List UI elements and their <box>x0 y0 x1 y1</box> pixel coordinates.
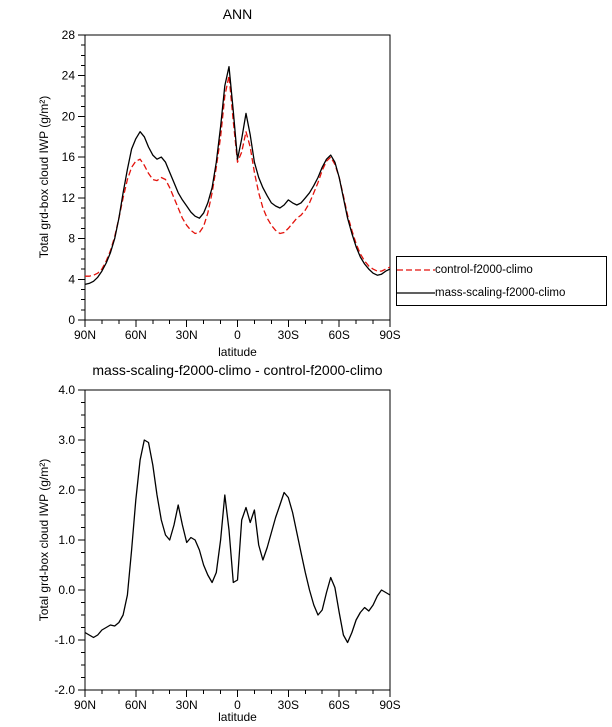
x-tick-label: 60N <box>125 328 147 342</box>
y-tick-label: 0.0 <box>58 583 75 597</box>
x-tick-label: 90N <box>74 698 96 712</box>
y-tick-label: 1.0 <box>58 533 75 547</box>
legend-label-control: control-f2000-climo <box>435 263 533 276</box>
x-tick-label: 30N <box>176 698 198 712</box>
series-line-control-f2000-climo <box>85 75 391 277</box>
y-tick-label: 24 <box>62 69 76 83</box>
legend-line-sample-control <box>397 268 435 271</box>
y-tick-label: 20 <box>62 109 76 123</box>
legend-line-sample-mass-scaling <box>397 291 435 294</box>
y-tick-label: 8 <box>68 232 75 246</box>
series-line-mass-scaling-f2000-climo <box>84 65 391 286</box>
x-tick-label: 60N <box>125 698 147 712</box>
y-tick-label: -1.0 <box>54 633 75 647</box>
x-tick-label: 30S <box>278 698 299 712</box>
plot-frame <box>84 389 391 691</box>
plot-frame <box>84 34 391 321</box>
series-line-difference <box>84 439 391 644</box>
bottom-chart-canvas: -2.0 -1.0 0.0 1.0 2.0 3.0 4.0 90N 60N 30N 0 30S 60S 9… <box>54 383 400 712</box>
legend-box: control-f2000-climo mass-scaling-f2000-c… <box>396 256 607 306</box>
y-tick-label: 0 <box>68 313 75 327</box>
legend-entry-mass-scaling: mass-scaling-f2000-climo <box>397 281 606 304</box>
y-tick-label: 28 <box>62 28 76 42</box>
x-tick-label: 0 <box>234 328 241 342</box>
x-tick-label: 60S <box>328 698 349 712</box>
y-tick-label: 16 <box>62 150 76 164</box>
x-tick-label: 30S <box>278 328 299 342</box>
y-tick-label: -2.0 <box>54 683 75 697</box>
legend-entry-control: control-f2000-climo <box>397 258 606 281</box>
x-tick-label: 90S <box>379 698 400 712</box>
y-tick-label: 4 <box>68 272 75 286</box>
x-tick-label: 30N <box>176 328 198 342</box>
y-tick-label: 3.0 <box>58 433 75 447</box>
x-tick-label: 90N <box>74 328 96 342</box>
x-tick-label: 60S <box>328 328 349 342</box>
x-tick-label: 0 <box>234 698 241 712</box>
y-tick-label: 4.0 <box>58 383 75 397</box>
legend-label-mass-scaling: mass-scaling-f2000-climo <box>435 286 566 299</box>
top-chart-title: ANN <box>222 6 253 22</box>
bottom-chart-title: mass-scaling-f2000-climo - control-f2000… <box>92 362 383 378</box>
y-tick-label: 2.0 <box>58 483 75 497</box>
x-tick-label: 90S <box>379 328 400 342</box>
y-tick-label: 12 <box>62 191 76 205</box>
top-chart-canvas: 0 4 8 12 16 20 24 28 90N 60N 30N 0 30S 60S 90S <box>62 28 401 342</box>
bottom-chart-x-axis-label: latitude <box>218 710 257 724</box>
top-chart-x-axis-label: latitude <box>218 345 257 359</box>
